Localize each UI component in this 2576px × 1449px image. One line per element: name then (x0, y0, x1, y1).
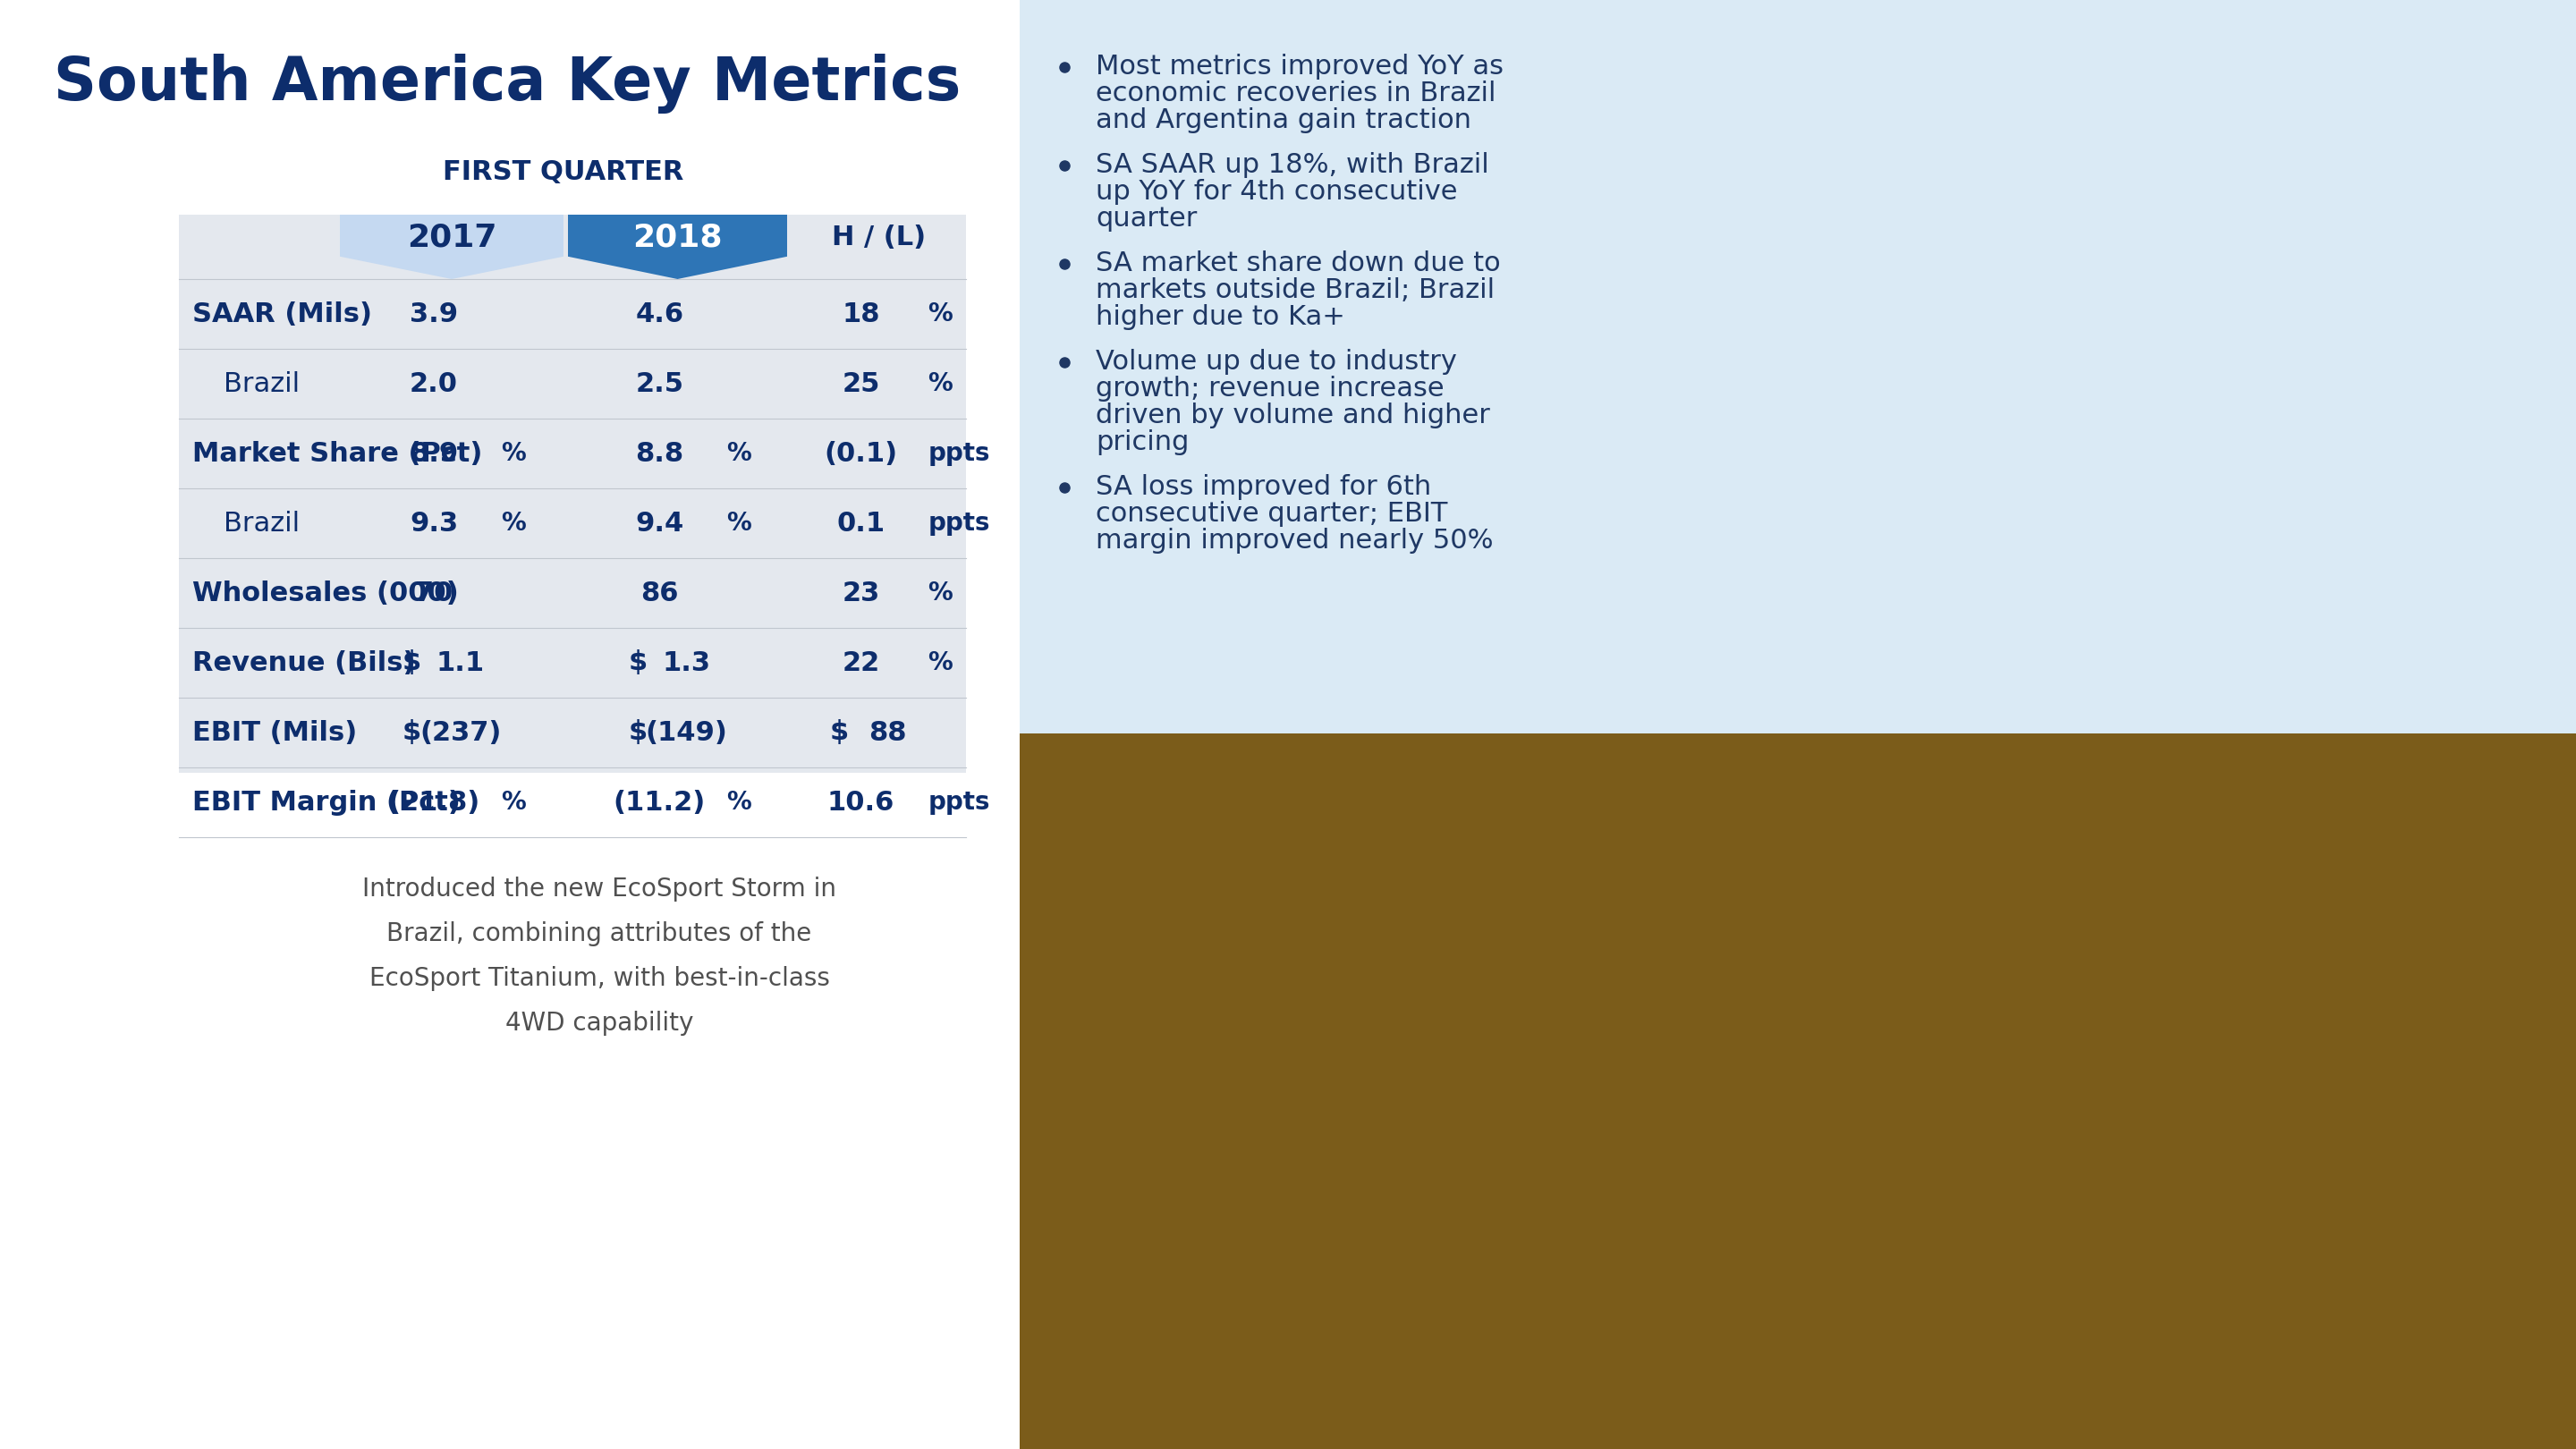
Text: (149): (149) (647, 720, 726, 746)
Text: higher due to Ka+: higher due to Ka+ (1095, 304, 1345, 330)
Text: Market Share (Pct): Market Share (Pct) (193, 440, 482, 467)
Text: driven by volume and higher: driven by volume and higher (1095, 403, 1489, 429)
Text: ppts: ppts (927, 790, 989, 814)
Text: 1.1: 1.1 (435, 649, 484, 675)
Text: SAAR (Mils): SAAR (Mils) (193, 301, 371, 327)
Text: 23: 23 (842, 580, 881, 606)
Text: %: % (927, 651, 953, 675)
Text: 70: 70 (415, 580, 453, 606)
Text: EBIT Margin (Pct): EBIT Margin (Pct) (193, 790, 461, 816)
Text: 3.9: 3.9 (410, 301, 459, 327)
Text: EBIT (Mils): EBIT (Mils) (193, 720, 358, 746)
Text: (237): (237) (420, 720, 502, 746)
Text: 1.3: 1.3 (662, 649, 711, 675)
Text: $: $ (402, 720, 422, 746)
Text: 2018: 2018 (634, 222, 721, 252)
Text: 0.1: 0.1 (837, 510, 886, 536)
Polygon shape (567, 214, 788, 280)
Text: %: % (500, 790, 526, 814)
Text: $: $ (629, 649, 647, 675)
Text: (11.2): (11.2) (613, 790, 706, 816)
Text: SA SAAR up 18%, with Brazil: SA SAAR up 18%, with Brazil (1095, 152, 1489, 178)
Text: Most metrics improved YoY as: Most metrics improved YoY as (1095, 54, 1504, 80)
Bar (1020, 0, 2576, 1449)
Text: quarter: quarter (1095, 206, 1198, 232)
Text: 86: 86 (641, 580, 677, 606)
Text: 22: 22 (842, 649, 881, 675)
Text: 2017: 2017 (407, 222, 497, 252)
Text: Brazil: Brazil (224, 371, 299, 397)
Text: 8.8: 8.8 (636, 440, 683, 467)
Text: $: $ (829, 720, 848, 746)
Text: 25: 25 (842, 371, 881, 397)
Text: $: $ (402, 649, 422, 675)
Text: 9.4: 9.4 (636, 510, 683, 536)
Text: 2.5: 2.5 (636, 371, 683, 397)
Bar (178, 214, 966, 772)
Text: 88: 88 (868, 720, 907, 746)
Text: FIRST QUARTER: FIRST QUARTER (443, 159, 685, 185)
Text: 4.6: 4.6 (636, 301, 683, 327)
Text: 2.0: 2.0 (410, 371, 459, 397)
Text: ppts: ppts (927, 440, 989, 467)
Text: %: % (927, 301, 953, 326)
Text: ppts: ppts (927, 510, 989, 536)
Text: %: % (726, 440, 752, 467)
Text: markets outside Brazil; Brazil: markets outside Brazil; Brazil (1095, 277, 1494, 303)
Text: %: % (927, 581, 953, 606)
Text: 18: 18 (842, 301, 881, 327)
Text: pricing: pricing (1095, 429, 1190, 455)
Text: and Argentina gain traction: and Argentina gain traction (1095, 107, 1471, 133)
Text: H / (L): H / (L) (832, 225, 925, 251)
Text: growth; revenue increase: growth; revenue increase (1095, 375, 1445, 401)
Bar (1020, 733, 2576, 1449)
Text: (21.8): (21.8) (386, 790, 479, 816)
Text: South America Key Metrics: South America Key Metrics (54, 54, 961, 113)
Text: economic recoveries in Brazil: economic recoveries in Brazil (1095, 81, 1497, 106)
Text: up YoY for 4th consecutive: up YoY for 4th consecutive (1095, 178, 1458, 204)
Text: consecutive quarter; EBIT: consecutive quarter; EBIT (1095, 501, 1448, 527)
Text: 9.3: 9.3 (410, 510, 459, 536)
Text: 10.6: 10.6 (827, 790, 894, 816)
Text: (0.1): (0.1) (824, 440, 896, 467)
Text: Revenue (Bils): Revenue (Bils) (193, 649, 415, 675)
Text: $: $ (629, 720, 647, 746)
Text: Volume up due to industry: Volume up due to industry (1095, 349, 1458, 375)
Text: 8.9: 8.9 (410, 440, 459, 467)
Text: %: % (726, 790, 752, 814)
Text: %: % (500, 440, 526, 467)
Text: margin improved nearly 50%: margin improved nearly 50% (1095, 527, 1494, 554)
Text: Wholesales (000): Wholesales (000) (193, 580, 459, 606)
Text: SA market share down due to: SA market share down due to (1095, 251, 1502, 277)
Text: %: % (927, 371, 953, 396)
Text: %: % (726, 510, 752, 536)
Polygon shape (340, 214, 564, 280)
Text: Brazil: Brazil (224, 510, 299, 536)
Text: %: % (500, 510, 526, 536)
Text: SA loss improved for 6th: SA loss improved for 6th (1095, 474, 1432, 500)
Text: Introduced the new EcoSport Storm in
Brazil, combining attributes of the
EcoSpor: Introduced the new EcoSport Storm in Bra… (363, 877, 837, 1036)
